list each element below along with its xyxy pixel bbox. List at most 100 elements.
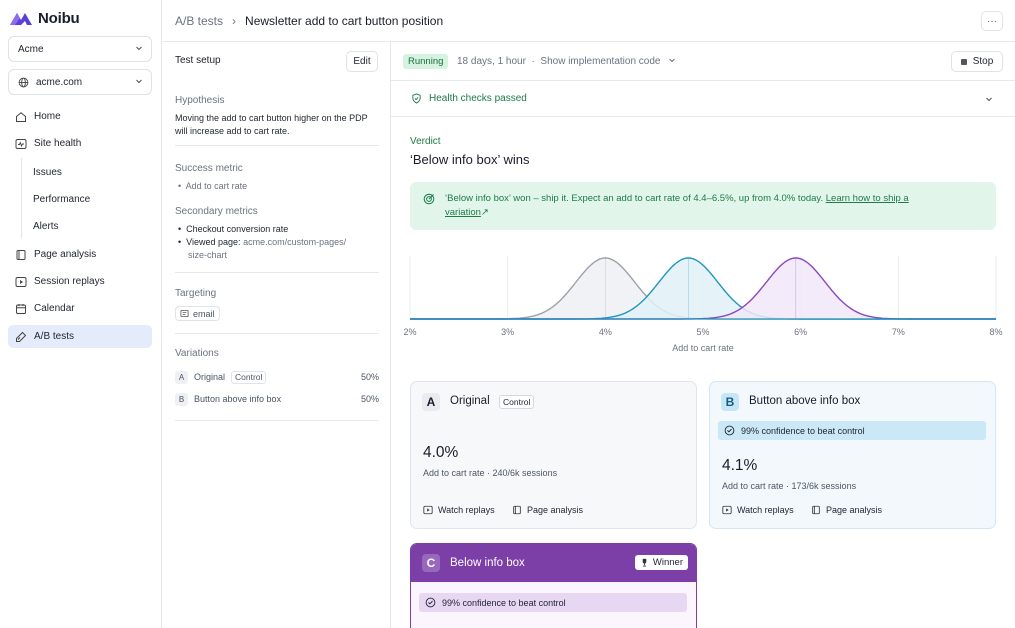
flask-icon	[16, 331, 27, 342]
sidebar-item-performance[interactable]: Performance	[8, 188, 152, 211]
distribution-chart: 2% 3% 4% 5% 6% 7% 8% Add to cart rate	[391, 242, 1015, 372]
status-badge: Running	[403, 54, 449, 69]
duration-text: 18 days, 1 hour	[457, 56, 526, 67]
watch-replays-link[interactable]: Watch replays	[423, 505, 495, 515]
book-icon	[513, 505, 521, 515]
breadcrumb-separator: ›	[232, 13, 237, 28]
sidebar-item-page-analysis[interactable]: Page analysis	[8, 243, 152, 266]
trophy-icon	[642, 558, 647, 567]
variation-name: Original	[194, 372, 226, 382]
metric-value: 4.0%	[423, 444, 459, 461]
variation-card-c: C Below info box Winner 99% confidence t…	[410, 543, 697, 628]
book-icon	[16, 249, 26, 260]
external-link-icon: ↗	[480, 207, 489, 218]
setup-title: Test setup	[175, 55, 221, 66]
site-select-value: acme.com	[36, 76, 83, 88]
winner-badge: Winner	[634, 555, 688, 570]
stop-label: Stop	[972, 56, 994, 67]
sidebar-item-label: Home	[34, 111, 61, 122]
divider	[175, 420, 379, 421]
success-metric-label: Success metric	[175, 163, 243, 174]
x-tick-label: 2%	[403, 327, 416, 337]
play-icon	[722, 505, 732, 515]
page-analysis-link[interactable]: Page analysis	[512, 505, 583, 515]
sidebar-item-label: A/B tests	[34, 331, 75, 342]
noibu-logo-icon	[10, 12, 32, 25]
watch-replays-link[interactable]: Watch replays	[722, 505, 794, 515]
heartbeat-icon	[15, 138, 27, 149]
x-tick-label: 4%	[599, 327, 612, 337]
verdict-banner-text: ‘Below info box’ won – ship it. Expect a…	[445, 192, 945, 220]
page-analysis-link[interactable]: Page analysis	[811, 505, 882, 515]
sidebar-item-label: Page analysis	[34, 249, 97, 260]
org-select-value: Acme	[18, 43, 44, 55]
check-circle-icon	[425, 597, 436, 608]
page-title: Newsletter add to cart button position	[245, 13, 444, 28]
breadcrumb: A/B tests › Newsletter add to cart butto…	[162, 0, 1015, 42]
stop-icon	[960, 58, 967, 65]
sidebar-item-site-health[interactable]: Site health	[8, 132, 152, 155]
org-select[interactable]: Acme	[8, 36, 152, 62]
x-tick-label: 7%	[892, 327, 905, 337]
site-select[interactable]: acme.com	[8, 69, 152, 95]
sidebar-item-home[interactable]: Home	[8, 105, 152, 128]
hypothesis-text: Moving the add to cart button higher on …	[175, 113, 368, 136]
watch-replays-label: Watch replays	[438, 505, 495, 515]
sidebar-item-issues[interactable]: Issues	[8, 161, 152, 184]
distribution-chart-svg: 2% 3% 4% 5% 6% 7% 8% Add to cart rate	[403, 256, 1003, 353]
learn-how-link[interactable]: Learn how to ship a variation	[445, 193, 909, 218]
success-metric-value: Add to cart rate	[185, 181, 248, 191]
breadcrumb-parent-link[interactable]: A/B tests	[175, 13, 224, 28]
chevron-down-icon	[136, 79, 142, 84]
status-bar: Running 18 days, 1 hour · Show implement…	[391, 42, 1015, 81]
variation-letter-badge: C	[422, 554, 440, 572]
results-panel: Running 18 days, 1 hour · Show implement…	[391, 42, 1015, 628]
targeting-label: Targeting	[175, 288, 217, 299]
shield-check-icon	[412, 93, 421, 104]
x-tick-label: 6%	[794, 327, 807, 337]
sidebar-item-label: Session replays	[34, 276, 105, 287]
divider	[175, 272, 379, 273]
sidebar-item-alerts[interactable]: Alerts	[8, 215, 152, 238]
chevron-down-icon[interactable]	[668, 56, 676, 64]
stop-button[interactable]: Stop	[951, 51, 1003, 72]
more-options-button[interactable]: ···	[981, 11, 1003, 31]
secondary-metric-value: Checkout conversion rate	[186, 224, 289, 234]
play-icon	[423, 505, 433, 515]
target-icon	[423, 193, 435, 205]
sidebar: Noibu Acme acme.com Home Site health Iss…	[0, 0, 162, 628]
targeting-tag-label: email	[193, 308, 215, 319]
secondary-metric-url: acme.com/custom-pages/	[243, 237, 347, 247]
health-checks-row[interactable]: Health checks passed	[391, 81, 1015, 117]
confidence-bar: 99% confidence to beat control	[419, 593, 687, 612]
secondary-metric-url-cont: size-chart	[188, 250, 228, 260]
logo[interactable]: Noibu	[10, 10, 80, 27]
sidebar-item-ab-tests[interactable]: A/B tests	[8, 325, 152, 348]
variation-name: Button above info box	[194, 394, 282, 404]
sidebar-item-label: Calendar	[34, 303, 75, 314]
x-tick-label: 8%	[989, 327, 1002, 337]
globe-icon	[18, 77, 29, 87]
variation-name: Button above info box	[749, 395, 861, 407]
more-icon: ···	[987, 15, 997, 27]
sidebar-item-session-replays[interactable]: Session replays	[8, 270, 152, 293]
home-icon	[16, 111, 26, 122]
sidebar-item-label: Performance	[33, 194, 91, 205]
x-tick-label: 5%	[696, 327, 709, 337]
variation-letter-badge: B	[721, 393, 739, 411]
show-implementation-link[interactable]: Show implementation code	[540, 56, 661, 67]
series-area	[410, 258, 996, 319]
secondary-metric-prefix: Viewed page:	[186, 237, 241, 247]
variation-row: B Button above info box 50%	[175, 391, 379, 407]
edit-button[interactable]: Edit	[346, 51, 378, 72]
confidence-text: 99% confidence to beat control	[741, 425, 865, 436]
secondary-metric-item: • Checkout conversion rate	[178, 224, 289, 234]
variation-pct: 50%	[360, 372, 379, 382]
separator-dot: ·	[531, 56, 535, 67]
divider	[175, 333, 379, 334]
banner-message: ‘Below info box’ won – ship it. Expect a…	[445, 193, 824, 204]
sidebar-item-calendar[interactable]: Calendar	[8, 297, 152, 320]
variation-card-b: B Button above info box 99% confidence t…	[709, 381, 996, 529]
watch-replays-label: Watch replays	[737, 505, 794, 515]
verdict-label: Verdict	[410, 136, 441, 147]
